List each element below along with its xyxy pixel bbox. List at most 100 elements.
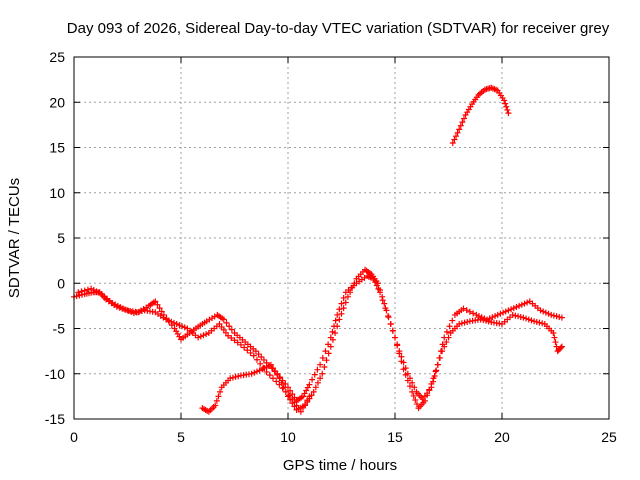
- data-point: [558, 343, 565, 350]
- data-point: [409, 388, 416, 395]
- data-point: [460, 305, 467, 312]
- data-point: [525, 316, 532, 323]
- data-point: [394, 342, 401, 349]
- data-point: [434, 361, 441, 368]
- data-point: [306, 393, 313, 400]
- data-point: [513, 304, 520, 311]
- data-point: [237, 341, 244, 348]
- data-point: [520, 314, 527, 321]
- data-point: [441, 343, 448, 350]
- data-point: [120, 305, 127, 312]
- x-tick-label: 5: [177, 429, 185, 445]
- data-point: [84, 286, 91, 293]
- data-point: [458, 320, 465, 327]
- data-point: [112, 301, 119, 308]
- y-tick-label: -5: [53, 321, 66, 337]
- data-point: [122, 306, 129, 313]
- data-point: [446, 323, 453, 330]
- data-point: [531, 318, 538, 325]
- x-tick-label: 20: [494, 429, 510, 445]
- data-point: [314, 366, 321, 373]
- data-point: [473, 311, 480, 318]
- data-point: [392, 334, 398, 341]
- data-point: [228, 335, 235, 342]
- data-point: [463, 307, 470, 314]
- data-point: [248, 370, 255, 377]
- data-point: [287, 387, 294, 394]
- data-point: [485, 318, 492, 325]
- data-point: [383, 307, 390, 314]
- data-point: [533, 318, 540, 325]
- data-point: [540, 308, 547, 315]
- data-point: [558, 314, 565, 321]
- data-point: [528, 317, 535, 324]
- data-point: [338, 300, 345, 307]
- data-point: [445, 334, 452, 341]
- data-point: [309, 376, 316, 383]
- data-point: [212, 402, 219, 409]
- data-point: [220, 316, 227, 323]
- data-point: [158, 308, 165, 315]
- data-point: [349, 284, 356, 291]
- data-point: [266, 372, 273, 379]
- data-point: [457, 122, 464, 129]
- data-point: [302, 401, 309, 408]
- data-point: [557, 344, 564, 351]
- data-point: [295, 405, 302, 412]
- data-point: [297, 408, 304, 415]
- data-point: [551, 334, 558, 341]
- data-point: [96, 289, 103, 296]
- data-point: [276, 381, 283, 388]
- data-point: [317, 375, 324, 382]
- data-point: [464, 318, 471, 325]
- data-point: [389, 327, 396, 334]
- data-point: [470, 310, 477, 317]
- data-point: [494, 311, 501, 318]
- data-point: [334, 311, 341, 318]
- data-point: [542, 309, 549, 316]
- data-point: [516, 302, 523, 309]
- data-point: [165, 317, 172, 324]
- data-point: [323, 357, 330, 364]
- y-tick-label: -10: [45, 366, 65, 382]
- data-point: [410, 392, 417, 399]
- data-point: [552, 339, 559, 346]
- data-point: [253, 356, 260, 363]
- data-point: [334, 323, 341, 330]
- data-point: [545, 310, 552, 317]
- data-point: [411, 384, 418, 391]
- data-point: [406, 383, 413, 390]
- data-point: [340, 294, 347, 301]
- data-point: [377, 287, 384, 294]
- data-point: [231, 337, 238, 344]
- data-point: [181, 324, 188, 331]
- data-point: [459, 119, 466, 126]
- data-point: [270, 365, 277, 372]
- data-point: [548, 311, 555, 318]
- data-point: [130, 310, 137, 317]
- data-point: [234, 339, 241, 346]
- data-point: [152, 298, 159, 305]
- data-point: [293, 402, 300, 409]
- data-point: [466, 308, 473, 315]
- data-point: [114, 302, 121, 309]
- data-point: [93, 288, 100, 295]
- data-point: [452, 133, 459, 140]
- data-point: [276, 375, 283, 382]
- data-point: [449, 139, 456, 146]
- data-point: [436, 354, 443, 361]
- data-point: [133, 309, 140, 316]
- data-point: [156, 305, 163, 312]
- y-tick-label: -15: [45, 411, 65, 427]
- data-point: [492, 313, 499, 320]
- data-point: [314, 379, 321, 386]
- data-point: [241, 344, 248, 351]
- data-point: [439, 348, 446, 355]
- data-point: [426, 386, 433, 393]
- data-point: [443, 339, 450, 346]
- data-point: [509, 311, 516, 318]
- data-point: [432, 368, 439, 375]
- data-point: [456, 126, 463, 133]
- data-point: [502, 100, 509, 107]
- data-point: [505, 307, 512, 314]
